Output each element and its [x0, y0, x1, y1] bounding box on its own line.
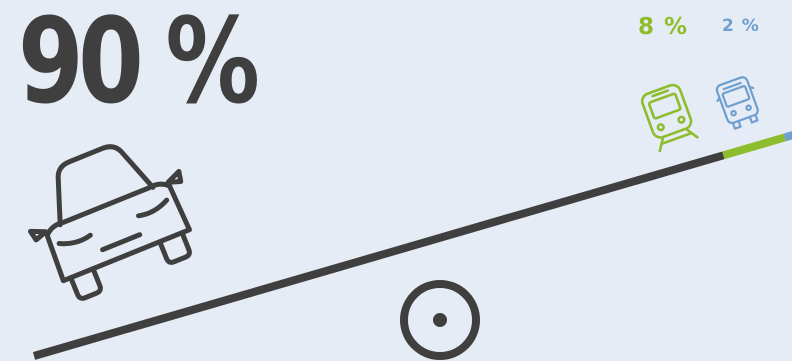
train-share-label: 8 % [638, 14, 689, 40]
train-icon [640, 83, 699, 153]
bus-share-label: 2 % [722, 16, 760, 36]
bus-icon [715, 76, 759, 130]
car-icon [27, 144, 192, 301]
seesaw-segment-train [722, 133, 786, 160]
car-share-label: 90 % [18, 0, 260, 130]
pivot-icon [400, 280, 480, 360]
seesaw-segment-bus [783, 131, 792, 142]
seesaw-segment-car [32, 151, 725, 360]
